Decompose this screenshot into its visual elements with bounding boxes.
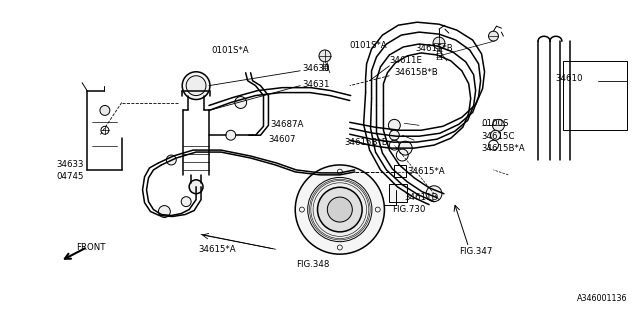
Circle shape xyxy=(159,206,170,218)
Circle shape xyxy=(226,130,236,140)
Circle shape xyxy=(166,155,176,165)
Text: 0101S*A: 0101S*A xyxy=(211,46,248,55)
Circle shape xyxy=(433,37,445,49)
Text: 34615*A: 34615*A xyxy=(407,167,445,176)
Text: 34611E: 34611E xyxy=(389,56,422,65)
Circle shape xyxy=(389,130,399,140)
Text: FIG.348: FIG.348 xyxy=(296,260,330,268)
Text: 34615B*A: 34615B*A xyxy=(481,144,525,153)
Circle shape xyxy=(398,141,412,155)
Circle shape xyxy=(317,187,362,232)
Text: A346001136: A346001136 xyxy=(577,294,627,303)
Text: FIG.730: FIG.730 xyxy=(392,205,426,214)
Bar xyxy=(563,61,627,130)
Circle shape xyxy=(100,106,110,116)
Circle shape xyxy=(186,76,206,96)
Text: 0101S*A: 0101S*A xyxy=(349,41,387,50)
Circle shape xyxy=(493,119,504,131)
Text: FRONT: FRONT xyxy=(76,243,106,252)
Bar xyxy=(394,165,406,177)
Circle shape xyxy=(327,197,352,222)
Text: 34611D: 34611D xyxy=(404,193,438,202)
Circle shape xyxy=(319,50,331,62)
Text: 34633: 34633 xyxy=(56,160,84,170)
Text: 34615B*B: 34615B*B xyxy=(345,138,388,147)
Text: 34615*A: 34615*A xyxy=(198,245,236,254)
Text: 34687A: 34687A xyxy=(271,120,304,129)
Circle shape xyxy=(182,72,210,100)
Circle shape xyxy=(181,197,191,207)
Circle shape xyxy=(235,97,246,108)
Circle shape xyxy=(388,119,400,131)
Bar xyxy=(389,184,407,202)
Text: 34610: 34610 xyxy=(555,74,582,83)
Text: FIG.347: FIG.347 xyxy=(459,247,492,256)
Text: 04745: 04745 xyxy=(56,172,84,181)
Circle shape xyxy=(295,165,385,254)
Circle shape xyxy=(189,180,203,194)
Circle shape xyxy=(308,178,372,242)
Text: 34615*B: 34615*B xyxy=(415,44,453,53)
Text: 0100S: 0100S xyxy=(481,119,509,128)
Circle shape xyxy=(488,31,499,41)
Circle shape xyxy=(490,130,500,140)
Text: 34631: 34631 xyxy=(302,80,330,89)
Text: 34615B*B: 34615B*B xyxy=(394,68,438,77)
Text: 34607: 34607 xyxy=(268,135,296,144)
Circle shape xyxy=(426,186,442,202)
Text: 34630: 34630 xyxy=(302,64,330,73)
Text: 34615C: 34615C xyxy=(481,132,515,141)
